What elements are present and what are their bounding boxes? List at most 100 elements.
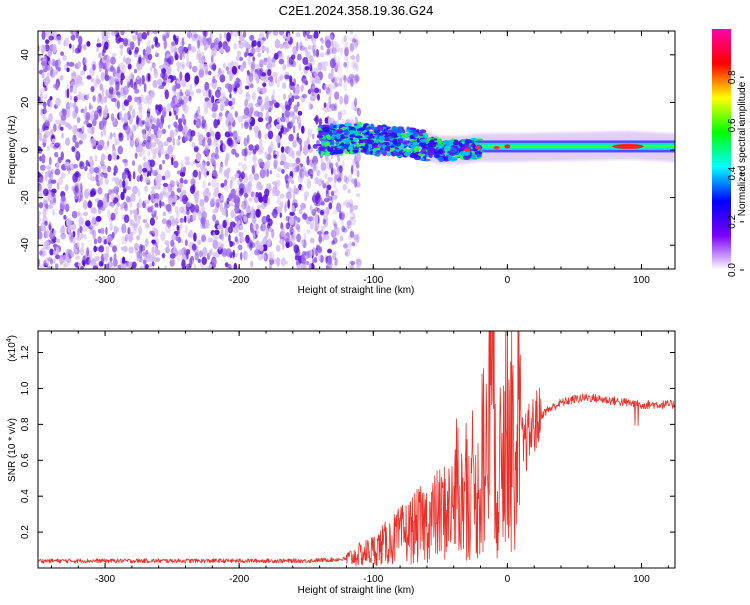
signal-blob xyxy=(356,122,363,126)
noise-dot xyxy=(356,233,360,243)
noise-dot xyxy=(334,185,338,194)
noise-dot xyxy=(254,102,261,108)
noise-dot xyxy=(327,117,332,125)
snr-series-line xyxy=(38,331,675,567)
noise-dot xyxy=(206,131,211,138)
noise-dot xyxy=(141,129,147,135)
noise-dot xyxy=(235,55,240,62)
noise-dot xyxy=(204,219,210,229)
noise-dot xyxy=(211,256,217,267)
noise-dot xyxy=(224,157,229,167)
noise-dot xyxy=(224,228,228,238)
noise-dot xyxy=(100,227,105,235)
noise-dot xyxy=(88,257,95,267)
noise-dot xyxy=(86,247,90,257)
noise-dot xyxy=(242,114,248,120)
signal-blob xyxy=(317,133,323,139)
noise-dot xyxy=(110,56,116,65)
noise-dot xyxy=(108,93,114,99)
noise-dot xyxy=(346,34,351,41)
noise-dot xyxy=(317,62,323,71)
noise-dot xyxy=(349,264,355,269)
noise-dot xyxy=(234,152,240,158)
noise-dot xyxy=(234,223,240,231)
noise-dot xyxy=(247,55,252,66)
noise-dot xyxy=(45,190,49,196)
noise-dot xyxy=(48,156,52,166)
noise-dot xyxy=(131,139,134,148)
noise-dot xyxy=(41,154,46,164)
noise-dot xyxy=(158,121,164,130)
noise-dot xyxy=(258,244,264,252)
noise-dot xyxy=(296,216,301,223)
noise-dot xyxy=(179,217,184,223)
noise-dot xyxy=(347,76,351,84)
noise-dot xyxy=(352,239,358,247)
snr-ytick-label: 0.6 xyxy=(20,453,31,467)
signal-blob xyxy=(364,143,369,150)
signal-blob xyxy=(413,155,421,161)
noise-dot xyxy=(108,188,113,196)
noise-dot xyxy=(150,190,156,196)
noise-dot xyxy=(281,257,286,267)
noise-dot xyxy=(207,182,211,187)
noise-dot xyxy=(70,81,77,87)
noise-dot xyxy=(193,263,197,269)
noise-dot xyxy=(256,40,262,48)
noise-dot xyxy=(83,64,87,72)
noise-dot xyxy=(141,148,146,155)
noise-dot xyxy=(322,106,325,111)
noise-dot xyxy=(121,256,126,265)
noise-dot xyxy=(347,174,353,183)
noise-dot xyxy=(186,31,193,39)
noise-dot xyxy=(145,161,150,166)
noise-dot xyxy=(115,72,121,82)
noise-dot xyxy=(229,105,235,110)
noise-dot xyxy=(163,141,169,147)
noise-dot xyxy=(282,240,285,250)
noise-dot xyxy=(154,147,160,154)
noise-dot xyxy=(54,151,59,158)
noise-dot xyxy=(255,191,259,198)
noise-dot xyxy=(232,249,235,258)
noise-dot xyxy=(301,213,308,220)
noise-dot xyxy=(178,99,185,106)
noise-dot xyxy=(269,141,274,152)
noise-dot xyxy=(87,127,93,134)
noise-dot xyxy=(230,210,235,218)
noise-dot xyxy=(122,158,128,164)
noise-dot xyxy=(59,74,64,81)
spectrogram-ytick-label: 20 xyxy=(20,96,31,108)
noise-dot xyxy=(197,258,201,263)
noise-dot xyxy=(100,71,105,82)
noise-dot xyxy=(60,126,64,131)
signal-blob xyxy=(436,143,444,149)
noise-dot xyxy=(281,113,285,118)
noise-dot xyxy=(288,97,293,106)
noise-dot xyxy=(353,205,359,210)
noise-dot xyxy=(332,251,337,261)
noise-dot xyxy=(316,140,321,146)
noise-dot xyxy=(334,188,340,198)
noise-dot xyxy=(264,151,268,159)
signal-blob xyxy=(447,155,452,162)
noise-dot xyxy=(299,143,303,152)
signal-blob xyxy=(344,130,350,136)
noise-dot xyxy=(221,206,227,216)
noise-dot xyxy=(190,46,197,53)
noise-dot xyxy=(52,208,55,216)
noise-dot xyxy=(247,117,252,123)
noise-dot xyxy=(38,191,43,200)
noise-dot xyxy=(129,209,133,216)
snr-xlabel: Height of straight line (km) xyxy=(298,585,415,596)
noise-dot xyxy=(47,169,52,178)
noise-dot xyxy=(143,139,147,144)
noise-dot xyxy=(295,157,301,165)
noise-dot xyxy=(194,75,200,85)
signal-blob xyxy=(463,150,471,157)
noise-dot xyxy=(80,242,85,249)
noise-dot xyxy=(284,260,288,265)
noise-dot xyxy=(339,77,343,88)
noise-dot xyxy=(123,56,126,63)
noise-dot xyxy=(163,39,168,50)
